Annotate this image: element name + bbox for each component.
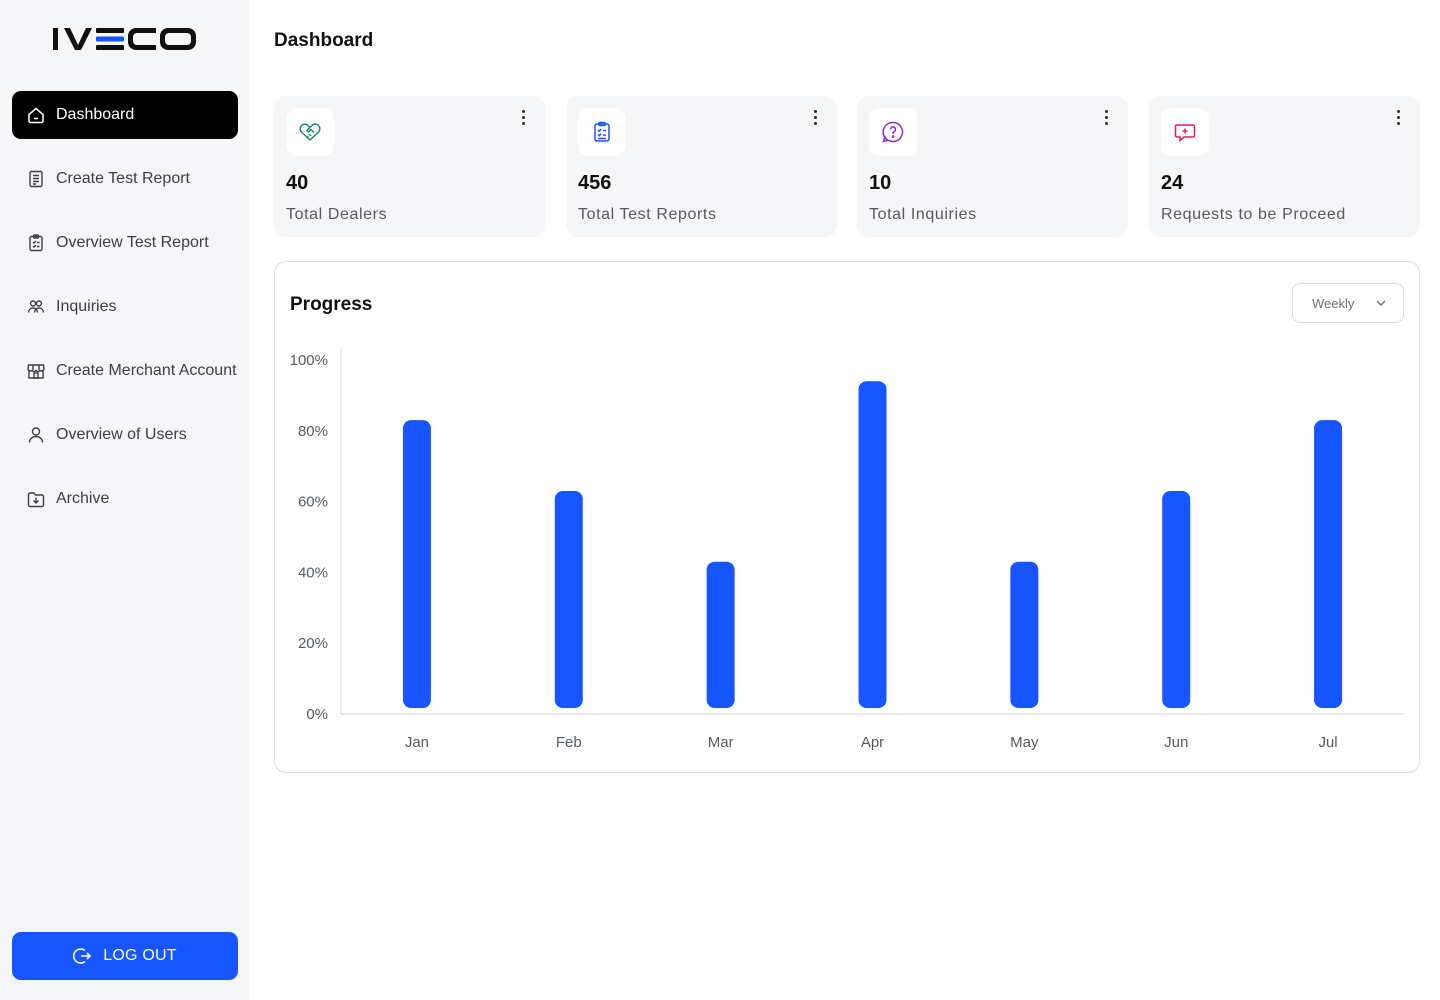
stat-label: Total Inquiries <box>869 206 977 223</box>
x-tick-label: Jun <box>1164 734 1188 751</box>
sidebar-item-create-merchant-account[interactable]: Create Merchant Account <box>12 347 238 395</box>
x-tick-label: Feb <box>556 734 582 751</box>
x-tick-label: Jan <box>405 734 429 751</box>
bar <box>858 381 887 708</box>
progress-chart: 0% 20% 40% 60% 80% 100% Jan Feb Mar Apr May Jun Jul <box>290 348 1404 751</box>
y-tick-label: 80% <box>298 423 328 440</box>
card-menu-button[interactable] <box>1390 108 1406 126</box>
stat-value: 40 <box>286 172 309 194</box>
logout-button[interactable]: LOG OUT <box>12 932 238 980</box>
bar <box>1162 490 1191 708</box>
sidebar-nav: Dashboard Create Test Report Overview Te… <box>12 91 238 539</box>
card-menu-button[interactable] <box>807 108 823 126</box>
sidebar-item-label: Overview Test Report <box>56 234 209 251</box>
sidebar-item-inquiries[interactable]: Inquiries <box>12 283 238 331</box>
home-icon <box>26 105 46 125</box>
sidebar-item-label: Archive <box>56 490 110 507</box>
stat-card-dealers: 40 Total Dealers <box>274 96 545 237</box>
sidebar-item-archive[interactable]: Archive <box>12 475 238 523</box>
question-bubble-icon <box>869 108 917 156</box>
clipboard-check-icon <box>578 108 626 156</box>
stat-value: 24 <box>1161 172 1184 194</box>
clipboard-list-icon <box>26 233 46 253</box>
sidebar-item-label: Create Test Report <box>56 170 190 187</box>
card-menu-button[interactable] <box>1098 108 1114 126</box>
chat-plus-icon <box>1161 108 1209 156</box>
sidebar-item-create-test-report[interactable]: Create Test Report <box>12 155 238 203</box>
progress-panel: Progress Weekly 0% 20% 40% 60% 80% 100% Jan Feb… <box>274 261 1420 773</box>
document-icon <box>26 169 46 189</box>
sidebar-item-overview-of-users[interactable]: Overview of Users <box>12 411 238 459</box>
stat-card-inquiries: 10 Total Inquiries <box>857 96 1128 237</box>
stat-label: Total Test Reports <box>578 206 717 223</box>
stat-card-requests: 24 Requests to be Proceed <box>1149 96 1420 237</box>
logout-icon <box>73 946 93 966</box>
stat-value: 10 <box>869 172 892 194</box>
archive-download-icon <box>26 489 46 509</box>
x-tick-label: May <box>1010 734 1039 751</box>
y-tick-label: 40% <box>298 564 328 581</box>
bar <box>706 561 735 708</box>
handshake-icon <box>286 108 334 156</box>
bar <box>1314 420 1343 708</box>
bar <box>554 490 583 708</box>
users-group-icon <box>26 297 46 317</box>
progress-title: Progress <box>290 294 373 315</box>
sidebar-item-label: Inquiries <box>56 298 117 315</box>
logout-label: LOG OUT <box>103 947 177 964</box>
store-icon <box>26 361 46 381</box>
stat-card-test-reports: 456 Total Test Reports <box>566 96 837 237</box>
y-tick-label: 20% <box>298 635 328 652</box>
sidebar-item-label: Create Merchant Account <box>56 362 237 379</box>
page-title: Dashboard <box>274 30 374 51</box>
x-tick-label: Jul <box>1318 734 1337 751</box>
y-tick-label: 100% <box>290 352 328 369</box>
user-icon <box>26 425 46 445</box>
sidebar: Dashboard Create Test Report Overview Te… <box>0 0 250 1000</box>
stat-value: 456 <box>578 172 612 194</box>
x-tick-label: Apr <box>861 734 884 751</box>
sidebar-item-overview-test-report[interactable]: Overview Test Report <box>12 219 238 267</box>
stat-label: Requests to be Proceed <box>1161 206 1346 223</box>
bar <box>402 420 431 708</box>
period-dropdown[interactable]: Weekly <box>1292 283 1404 323</box>
sidebar-item-label: Overview of Users <box>56 426 187 443</box>
chevron-down-icon <box>1376 300 1386 306</box>
x-tick-label: Mar <box>708 734 734 751</box>
y-tick-label: 0% <box>306 706 328 723</box>
iveco-logo[interactable] <box>52 26 197 52</box>
sidebar-item-label: Dashboard <box>56 106 135 123</box>
period-dropdown-value: Weekly <box>1312 295 1355 311</box>
y-tick-label: 60% <box>298 494 328 511</box>
sidebar-item-dashboard[interactable]: Dashboard <box>12 91 238 139</box>
stat-label: Total Dealers <box>286 206 388 223</box>
bar <box>1010 561 1039 708</box>
card-menu-button[interactable] <box>515 108 531 126</box>
